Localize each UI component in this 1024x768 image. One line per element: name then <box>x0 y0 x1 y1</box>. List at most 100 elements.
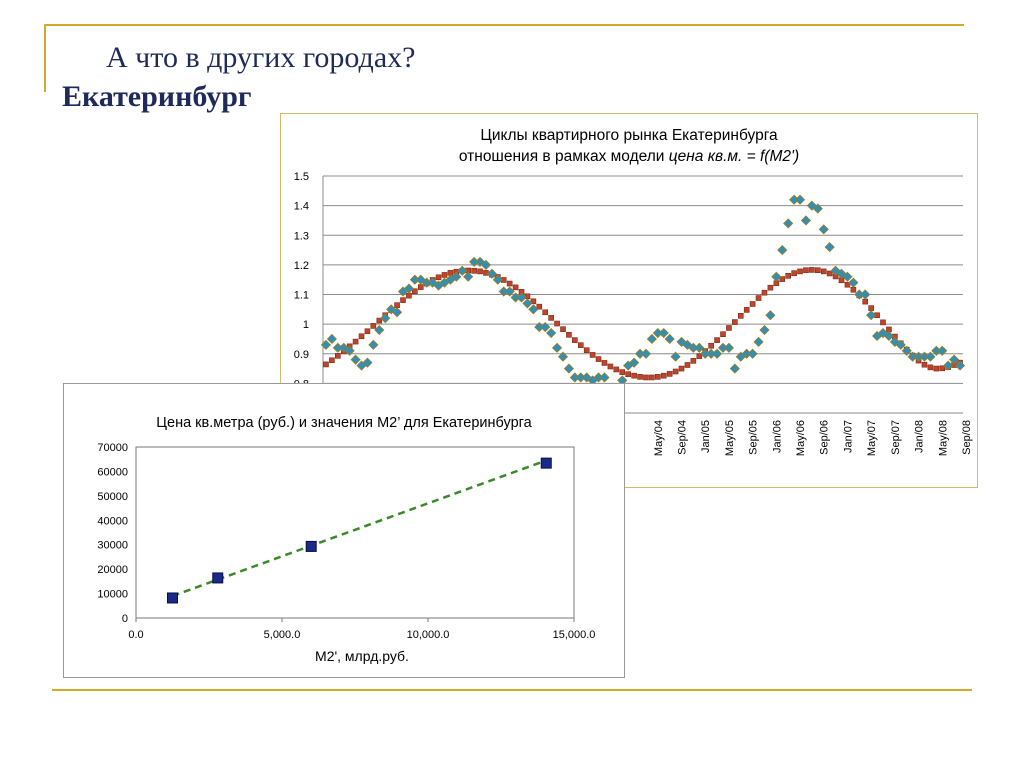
x-tick-label: 5,000.0 <box>264 629 301 641</box>
y-tick-label: 10000 <box>97 589 128 601</box>
model-point <box>441 272 448 278</box>
data-point <box>212 572 224 584</box>
y-tick-label: 1.1 <box>294 290 309 302</box>
model-point <box>352 338 359 345</box>
x-tick-label: Sep/06 <box>819 420 831 455</box>
model-point <box>530 298 537 305</box>
model-point <box>714 337 720 343</box>
model-point <box>720 331 726 337</box>
cycles-chart-title: Циклы квартирного рынка Екатеринбурга от… <box>281 125 977 167</box>
model-point <box>785 273 791 279</box>
x-tick-label: May/05 <box>724 420 736 456</box>
model-point <box>613 366 620 373</box>
model-point <box>921 361 928 368</box>
model-point <box>589 352 596 358</box>
y-tick-label: 40000 <box>97 515 128 527</box>
actual-point <box>463 271 474 282</box>
model-point <box>625 371 631 377</box>
x-tick-label: Jan/05 <box>700 420 712 453</box>
model-point <box>690 358 697 364</box>
model-point <box>797 268 803 275</box>
y-tick-label: 20000 <box>97 564 128 576</box>
actual-point <box>800 215 812 226</box>
actual-point <box>783 218 794 229</box>
actual-point <box>522 298 533 309</box>
y-tick-label: 1.4 <box>294 201 309 213</box>
model-point <box>743 307 750 313</box>
actual-point <box>664 333 675 345</box>
model-point <box>708 342 714 349</box>
model-point <box>672 368 679 375</box>
actual-point <box>516 292 527 303</box>
x-tick-label: Sep/05 <box>748 420 760 455</box>
model-point <box>536 303 543 310</box>
actual-point <box>824 242 835 253</box>
model-point <box>726 325 732 331</box>
model-point <box>826 270 833 277</box>
actual-point <box>492 274 503 285</box>
model-point <box>637 374 643 380</box>
actual-point <box>599 372 610 383</box>
y-tick-label: 0 <box>122 613 128 625</box>
y-tick-label: 1 <box>303 319 309 331</box>
model-point <box>820 268 827 275</box>
model-point <box>803 267 809 274</box>
actual-point <box>925 351 936 362</box>
actual-point <box>457 265 468 276</box>
model-point <box>323 361 329 368</box>
model-point <box>335 353 341 359</box>
x-tick-label: Jan/06 <box>771 420 783 453</box>
actual-point <box>350 354 361 365</box>
actual-point <box>504 286 515 297</box>
model-point <box>595 356 602 362</box>
y-tick-label: 1.5 <box>294 171 309 183</box>
actual-point <box>392 307 403 318</box>
model-point <box>506 280 513 287</box>
actual-point <box>646 333 657 345</box>
y-tick-label: 50000 <box>97 491 128 503</box>
x-tick-label: 0.0 <box>128 629 143 641</box>
model-point <box>631 372 637 379</box>
cycles-chart-title-line2: отношения в рамках модели цена кв.м. = f… <box>281 146 977 167</box>
model-point <box>660 372 667 379</box>
model-point <box>471 268 477 274</box>
model-point <box>749 301 756 307</box>
actual-point <box>954 360 966 371</box>
x-tick-label: May/04 <box>653 420 665 456</box>
x-tick-label: Sep/07 <box>890 420 902 455</box>
actual-point <box>552 342 563 353</box>
y-tick-label: 0.9 <box>294 349 309 361</box>
model-point <box>512 284 519 291</box>
actual-point <box>557 351 569 362</box>
actual-point <box>753 336 764 347</box>
actual-point <box>812 203 823 214</box>
data-point <box>167 592 178 604</box>
actual-point <box>670 351 681 362</box>
actual-point <box>362 357 373 368</box>
actual-point <box>486 268 497 279</box>
model-point <box>358 333 365 340</box>
actual-point <box>723 342 734 353</box>
slide-title: А что в других городах? Екатеринбург <box>62 38 415 116</box>
model-point <box>329 357 335 364</box>
model-point <box>394 302 400 308</box>
price-m2-chart: Цена кв.метра (руб.) и значения М2’ для … <box>63 383 625 678</box>
actual-point <box>629 357 640 368</box>
actual-point <box>540 322 551 333</box>
model-point <box>577 342 584 348</box>
actual-point <box>658 327 669 339</box>
model-point <box>583 347 590 353</box>
model-point <box>548 315 554 321</box>
x-tick-label: May/08 <box>937 420 949 456</box>
model-point <box>737 313 744 319</box>
model-point <box>767 284 774 291</box>
model-point <box>619 369 626 375</box>
y-tick-label: 60000 <box>97 466 128 478</box>
cycles-chart-title-italic: цена кв.м. = f(M2') <box>668 148 800 165</box>
model-point <box>554 320 560 327</box>
model-point <box>880 319 886 326</box>
model-point <box>732 319 738 325</box>
model-point <box>844 281 851 288</box>
model-point <box>477 268 483 275</box>
x-tick-label: May/06 <box>795 420 807 456</box>
